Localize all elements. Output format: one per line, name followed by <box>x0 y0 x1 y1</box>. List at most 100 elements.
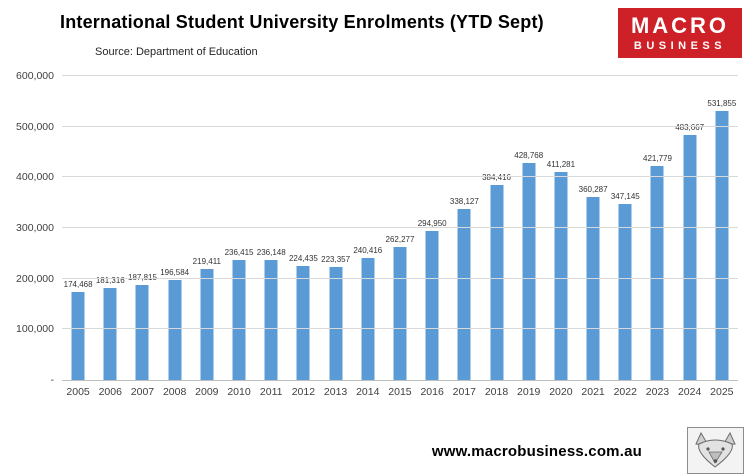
chart-title: International Student University Enrolme… <box>60 12 544 32</box>
x-axis-label-2006: 2006 <box>98 386 122 398</box>
y-axis-tick-label: 100,000 <box>16 323 54 336</box>
y-axis-tick-label: 200,000 <box>16 272 54 285</box>
y-axis-tick-label: 400,000 <box>16 171 54 184</box>
x-axis-label-2008: 2008 <box>162 386 187 398</box>
x-axis-label-2010: 2010 <box>227 386 251 398</box>
data-label-2014: 240,416 <box>353 246 383 256</box>
bar-2021 <box>586 197 600 380</box>
data-label-2018: 384,416 <box>482 173 511 183</box>
bar-slot: 421,779 <box>641 76 673 380</box>
x-axis-label-2024: 2024 <box>677 386 702 398</box>
bar-slot: 236,415 <box>223 76 255 380</box>
bar-slot: 483,667 <box>674 76 706 380</box>
x-axis-label-2011: 2011 <box>259 386 283 398</box>
bar-slot: 236,148 <box>255 76 287 380</box>
data-label-2008: 196,584 <box>160 268 190 278</box>
bar-2011 <box>264 260 278 380</box>
bar-slot: 411,281 <box>545 76 577 380</box>
bar-slot: 219,411 <box>191 76 223 380</box>
data-label-2022: 347,145 <box>610 192 640 202</box>
bar-chart-plot-area: 174,468181,316187,815196,584219,411236,4… <box>16 70 738 386</box>
gridline <box>62 125 738 127</box>
bar-2007 <box>135 284 149 380</box>
website-url: www.macrobusiness.com.au <box>431 443 642 460</box>
x-axis-label-2007: 2007 <box>130 386 155 398</box>
bar-2008 <box>168 280 182 380</box>
bar-slot: 187,815 <box>126 76 158 380</box>
gridline <box>62 227 738 228</box>
x-axis-label-2022: 2022 <box>613 386 637 398</box>
bar-slot: 224,435 <box>287 76 319 380</box>
bar-2009 <box>200 268 214 380</box>
x-axis-label-2019: 2019 <box>517 386 541 398</box>
logo-text-macro: MACRO <box>630 12 730 38</box>
bar-2016 <box>425 230 439 380</box>
x-axis-label-2015: 2015 <box>388 386 412 398</box>
bar-slot: 174,468 <box>62 76 94 380</box>
bar-slot: 196,584 <box>159 76 191 380</box>
bar-2024 <box>683 134 697 380</box>
logo-text-business: BUSINESS <box>633 39 727 52</box>
bar-series: 174,468181,316187,815196,584219,411236,4… <box>62 76 738 380</box>
bar-slot: 384,416 <box>480 76 512 380</box>
gridline <box>62 75 738 76</box>
gridline <box>62 277 738 279</box>
x-axis-label-2023: 2023 <box>645 386 670 398</box>
data-label-2011: 236,148 <box>256 248 286 258</box>
x-axis-label-2009: 2009 <box>195 386 219 398</box>
bar-2025 <box>715 110 729 380</box>
bar-2020 <box>554 171 568 380</box>
y-axis-tick-label: 300,000 <box>16 222 54 234</box>
x-axis-label-2012: 2012 <box>291 386 316 398</box>
data-label-2020: 411,281 <box>546 159 576 169</box>
macrobusiness-logo: MACRO BUSINESS <box>618 8 742 58</box>
data-label-2017: 338,127 <box>449 196 479 206</box>
bar-slot: 338,127 <box>448 76 480 380</box>
data-label-2006: 181,316 <box>95 276 125 286</box>
fox-icon <box>695 431 736 468</box>
x-axis-label-2017: 2017 <box>452 386 477 398</box>
bar-slot: 347,145 <box>609 76 641 380</box>
data-label-2009: 219,411 <box>192 256 222 266</box>
x-axis-label-2014: 2014 <box>356 386 380 398</box>
x-axis-label-2018: 2018 <box>484 386 509 398</box>
source-note: Source: Department of Education <box>95 46 258 58</box>
x-axis-labels: 2005 2006 2007 2008 2009 2010 2011 2012 2013 2014… <box>62 386 738 398</box>
fox-logo <box>687 427 744 474</box>
x-axis-label-2020: 2020 <box>549 386 573 398</box>
bar-2019 <box>522 162 536 380</box>
x-axis-label-2013: 2013 <box>323 386 348 398</box>
bar-2013 <box>329 266 343 380</box>
y-axis-tick-label: 500,000 <box>16 120 54 133</box>
data-label-2015: 262,277 <box>385 235 415 245</box>
bar-2010 <box>232 260 246 380</box>
bar-slot: 223,357 <box>320 76 352 380</box>
data-label-2021: 360,287 <box>578 185 608 195</box>
bar-2017 <box>457 208 471 380</box>
bar-2015 <box>393 247 407 380</box>
bar-2018 <box>490 185 504 380</box>
data-label-2007: 187,815 <box>128 273 157 282</box>
y-axis-tick-label: 600,000 <box>16 70 54 82</box>
x-axis-label-2016: 2016 <box>420 386 444 398</box>
bar-slot: 262,277 <box>384 76 416 380</box>
bar-slot: 294,950 <box>416 76 448 380</box>
data-label-2005: 174,468 <box>63 279 93 289</box>
bar-slot: 428,768 <box>513 76 545 380</box>
bar-2006 <box>103 288 117 380</box>
bar-2014 <box>361 258 375 380</box>
x-axis-label-2021: 2021 <box>581 386 605 398</box>
bar-slot: 181,316 <box>94 76 126 380</box>
data-label-2016: 294,950 <box>417 218 447 228</box>
data-label-2010: 236,415 <box>224 248 254 258</box>
bar-slot: 531,855 <box>706 76 738 380</box>
bar-2012 <box>296 266 310 380</box>
data-label-2019: 428,768 <box>514 150 544 160</box>
bar-2023 <box>650 166 664 380</box>
bar-2005 <box>71 291 85 380</box>
bar-2022 <box>618 204 632 380</box>
data-label-2012: 224,435 <box>288 254 318 264</box>
x-axis-label-2025: 2025 <box>710 386 734 398</box>
data-label-2013: 223,357 <box>321 254 351 264</box>
